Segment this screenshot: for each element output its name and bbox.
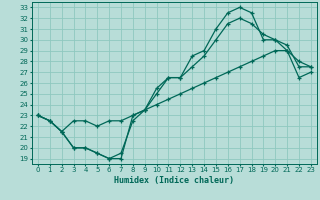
X-axis label: Humidex (Indice chaleur): Humidex (Indice chaleur): [115, 176, 234, 185]
